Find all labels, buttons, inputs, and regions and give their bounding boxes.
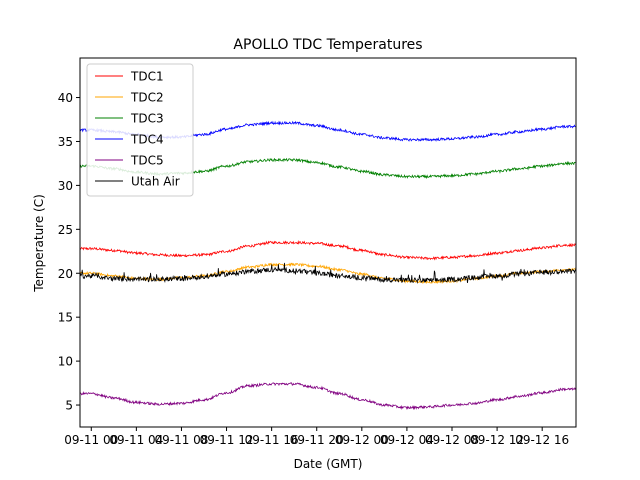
y-tick-label: 10 [58, 355, 73, 369]
x-tick-label: 09-11 08 [154, 433, 208, 447]
legend: TDC1 TDC2 TDC3 TDC4 TDC5 Utah Air [86, 63, 194, 197]
x-tick-label: 09-11 20 [290, 433, 344, 447]
y-tick-label: 35 [58, 135, 73, 149]
plot-frame [79, 57, 577, 428]
x-axis-label: Date (GMT) [294, 457, 363, 471]
x-tick-label: 09-12 00 [335, 433, 389, 447]
y-tick-label: 15 [58, 311, 73, 325]
x-tick-label: 09-11 04 [109, 433, 163, 447]
legend-label: TDC5 [130, 154, 164, 168]
series-line-utah-air [80, 262, 576, 284]
y-tick-label: 25 [58, 223, 73, 237]
x-tick-label: 09-11 00 [64, 433, 118, 447]
y-tick-label: 20 [58, 267, 73, 281]
legend-label: TDC1 [130, 70, 164, 84]
y-tick-label: 40 [58, 91, 73, 105]
x-tick-label: 09-11 12 [200, 433, 254, 447]
x-tick-label: 09-12 16 [515, 433, 569, 447]
x-tick-label: 09-12 12 [470, 433, 524, 447]
legend-label: TDC3 [130, 112, 164, 126]
x-tick-label: 09-12 04 [380, 433, 434, 447]
legend-label: TDC4 [130, 133, 164, 147]
y-tick-label: 30 [58, 179, 73, 193]
y-axis: 5 10 15 20 25 30 35 40 [58, 91, 80, 413]
x-tick-label: 09-12 08 [425, 433, 479, 447]
chart-title: APOLLO TDC Temperatures [233, 37, 422, 53]
series-line-tdc1 [80, 240, 576, 261]
legend-label: TDC2 [130, 91, 164, 105]
legend-label: Utah Air [131, 175, 180, 189]
series-line-tdc5 [80, 382, 576, 411]
y-axis-label: Temperature (C) [32, 194, 46, 293]
y-tick-label: 5 [65, 399, 73, 413]
x-tick-label: 09-11 16 [245, 433, 299, 447]
